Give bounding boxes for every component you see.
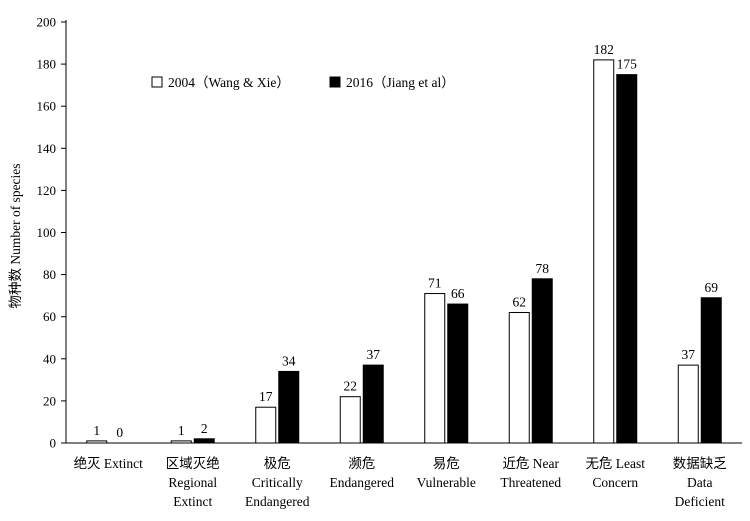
x-category-label-line: Vulnerable: [417, 475, 476, 490]
y-tick-label: 0: [50, 436, 57, 451]
bar-value-label: 62: [513, 294, 527, 309]
y-tick-label: 200: [37, 15, 57, 30]
bar-2004: [508, 311, 530, 444]
x-axis: 绝灭 Extinct 区域灭绝 Regional Extinct 极危 Criticall…: [66, 442, 742, 509]
bar-2016: [616, 74, 638, 444]
x-category-label: 极危 Critically Endangered: [245, 456, 310, 509]
x-category-label-line: Endangered: [330, 475, 395, 490]
x-category-label-line: Concern: [592, 475, 638, 490]
y-tick-label: 120: [37, 183, 57, 198]
bar-2004: [255, 406, 277, 444]
bar-value-label: 0: [116, 425, 123, 440]
bar-value-label: 175: [617, 57, 638, 72]
bar-2004: [170, 440, 192, 444]
bar-value-label: 78: [536, 261, 550, 276]
bar-value-label: 37: [682, 347, 696, 362]
x-category-label-line: Regional: [168, 475, 217, 490]
x-category-label-line: Threatened: [500, 475, 561, 490]
x-category-label-line: 区域灭绝: [166, 456, 220, 471]
bar-value-label: 17: [259, 389, 273, 404]
bar-value-label: 34: [282, 353, 296, 368]
x-category-label-line: 濒危: [348, 456, 375, 471]
bar-2016: [531, 278, 553, 444]
bar-value-label: 69: [705, 280, 719, 295]
x-category-label-line: 无危 Least: [585, 456, 645, 471]
legend-label: 2004（Wang & Xie）: [168, 75, 290, 90]
y-tick-label: 140: [37, 141, 57, 156]
x-category-label-line: Endangered: [245, 494, 310, 509]
y-tick-label: 40: [43, 351, 56, 366]
x-category-label-line: 近危 Near: [502, 456, 559, 471]
x-category-label-line: 绝灭 Extinct: [74, 456, 144, 471]
x-category-label: 区域灭绝 Regional Extinct: [166, 456, 220, 509]
bar-2016: [447, 303, 469, 444]
bar-2016: [278, 370, 300, 444]
y-tick-label: 180: [37, 57, 57, 72]
x-category-label-line: 极危: [264, 456, 291, 471]
bar-value-label: 182: [594, 42, 614, 57]
bar-value-label: 66: [451, 286, 465, 301]
x-category-label-line: Deficient: [675, 494, 725, 509]
y-tick-label: 160: [37, 99, 57, 114]
bar-value-label: 2: [201, 421, 208, 436]
x-category-label-line: Data: [687, 475, 712, 490]
legend-swatch: [151, 76, 163, 88]
bars: 1 1 17 22 71 62 182 37 0 2 34 37 66 78 175 69: [86, 42, 722, 444]
bar-2016: [700, 297, 722, 444]
bar-value-label: 1: [93, 423, 100, 438]
bar-value-label: 1: [178, 423, 185, 438]
y-axis: 0 20 40 60 80 100 120 140 160 180 200: [37, 15, 67, 451]
y-axis-title: 物种数 Number of species: [8, 163, 23, 308]
x-category-label: 近危 Near Threatened: [500, 456, 561, 490]
x-category-label: 无危 Least Concern: [585, 456, 645, 490]
bar-2004: [593, 59, 615, 444]
legend-swatch: [329, 76, 341, 88]
legend-label: 2016（Jiang et al）: [346, 75, 455, 90]
bar-2004: [424, 293, 446, 444]
x-category-label-line: Critically: [252, 475, 303, 490]
bar-2004: [677, 364, 699, 444]
x-category-label-line: 数据缺乏: [673, 456, 727, 471]
y-tick-label: 60: [43, 309, 56, 324]
y-tick-label: 80: [43, 267, 56, 282]
x-category-label-line: Extinct: [173, 494, 212, 509]
y-tick-label: 20: [43, 393, 56, 408]
bar-2016: [193, 438, 215, 444]
bar-2004: [339, 396, 361, 444]
x-category-label: 濒危 Endangered: [330, 456, 395, 490]
x-category-label: 易危 Vulnerable: [417, 456, 476, 490]
bar-2016: [362, 364, 384, 444]
bar-2004: [86, 440, 108, 444]
bar-value-label: 22: [344, 379, 358, 394]
bar-value-label: 71: [428, 276, 442, 291]
x-category-label-line: 易危: [433, 456, 460, 471]
x-category-label: 数据缺乏 Data Deficient: [673, 456, 727, 509]
bar-value-label: 37: [367, 347, 381, 362]
legend: 2004（Wang & Xie） 2016（Jiang et al）: [151, 75, 455, 90]
x-category-label: 绝灭 Extinct: [74, 456, 144, 471]
y-tick-label: 100: [37, 225, 57, 240]
